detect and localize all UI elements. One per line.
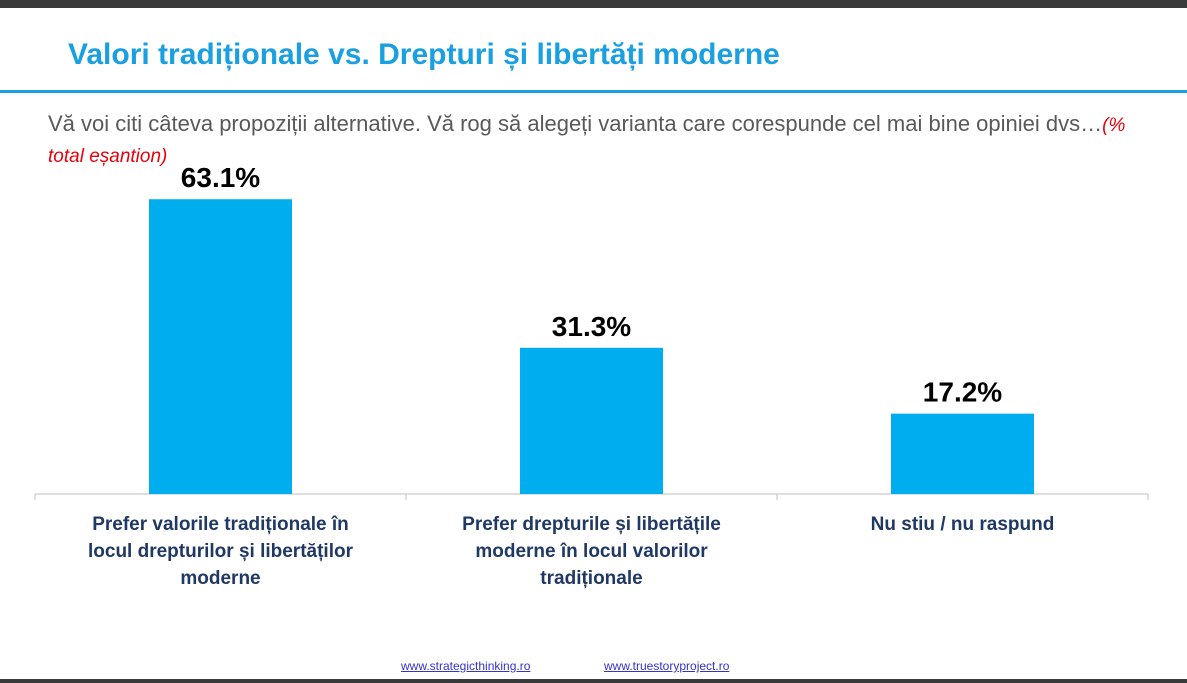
footer-link-strategicthinking-text[interactable]: www.strategicthinking.ro — [401, 659, 531, 673]
data-label-1: 63.1% — [181, 162, 260, 193]
bar-3 — [891, 413, 1034, 494]
data-label-3: 17.2% — [923, 377, 1002, 408]
page-title: Valori tradiționale vs. Drepturi și libe… — [68, 38, 780, 71]
category-label-3: Nu stiu / nu raspund — [871, 514, 1055, 535]
category-label-1: moderne — [180, 568, 260, 589]
category-label-2: Prefer drepturile și libertățile — [462, 514, 721, 535]
bar-2 — [520, 347, 663, 494]
question-text: Vă voi citi câteva propoziții alternativ… — [48, 109, 1148, 171]
category-label-2: tradiționale — [540, 568, 642, 589]
footer-link-truestoryproject-text[interactable]: www.truestoryproject.ro — [604, 659, 730, 673]
bottom-border — [0, 679, 1187, 683]
footer-link-strategicthinking[interactable]: www.strategicthinking.ro — [401, 659, 530, 673]
sample-note: (% total eșantion) — [48, 115, 1126, 167]
category-label-1: locul drepturilor și libertăților — [88, 541, 354, 562]
footer-link-truestoryproject[interactable]: www.truestoryproject.ro — [604, 659, 729, 673]
category-label-2: moderne în locul valorilor — [475, 541, 708, 562]
bar-1 — [149, 199, 292, 495]
top-border — [0, 0, 1187, 8]
question-body: Vă voi citi câteva propoziții alternativ… — [48, 111, 1103, 136]
title-underline — [0, 90, 1187, 93]
category-label-1: Prefer valorile tradiționale în — [92, 514, 349, 535]
data-label-2: 31.3% — [552, 311, 631, 342]
